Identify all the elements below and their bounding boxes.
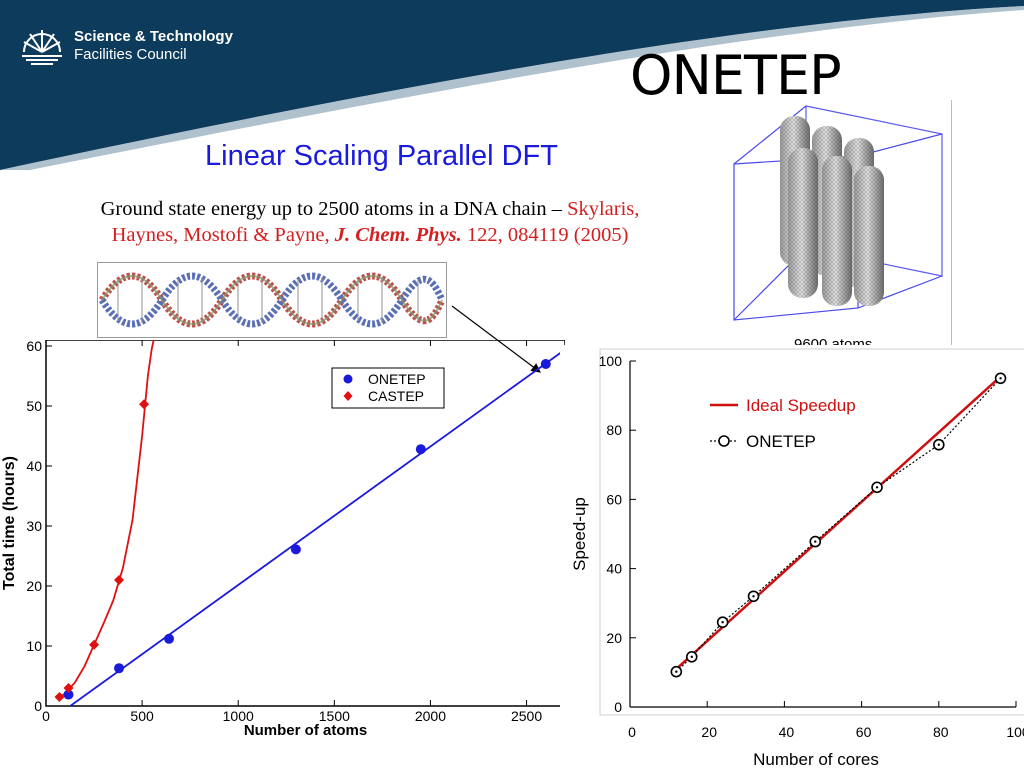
- y-tick-label: 80: [606, 422, 622, 438]
- x-tick-label: 2000: [415, 708, 446, 724]
- x-tick-label: 40: [779, 724, 795, 740]
- dna-helix-icon: [99, 272, 446, 328]
- y-tick-label: 0: [614, 699, 622, 715]
- x-axis-title: Number of cores: [753, 750, 879, 768]
- onetep-point: [415, 444, 426, 455]
- reference-authors-b: Haynes, Mostofi & Payne,: [111, 224, 335, 246]
- castep-point: [114, 575, 125, 585]
- x-tick-label: 1000: [223, 708, 254, 724]
- ideal-speedup-line: [675, 375, 1002, 670]
- onetep-speedup-point-center: [675, 670, 678, 673]
- x-tick-label: 20: [701, 724, 717, 740]
- onetep-speedup-point-center: [721, 621, 724, 624]
- onetep-fit-line: [68, 348, 565, 706]
- plot-area: [54, 340, 565, 706]
- onetep-point: [290, 544, 301, 555]
- dna-chain-image: [97, 262, 447, 338]
- legend-label-ideal: Ideal Speedup: [746, 396, 856, 415]
- plot-frame: [45, 340, 565, 707]
- y-tick-label: 20: [606, 630, 622, 646]
- slide-title: ONETEP: [630, 44, 842, 107]
- legend-marker-onetep: [343, 374, 353, 384]
- y-tick-label: 100: [599, 353, 623, 369]
- legend-label-onetep: ONETEP: [746, 432, 816, 451]
- x-tick-label: 60: [856, 724, 872, 740]
- y-tick-label: 0: [34, 698, 42, 714]
- onetep-speedup-point-center: [875, 486, 879, 489]
- onetep-speedup-point-center: [999, 377, 1002, 380]
- y-tick-label: 40: [606, 561, 622, 577]
- castep-point: [139, 399, 150, 410]
- logo-line1: Science & Technology: [74, 28, 233, 45]
- legend-label-onetep: ONETEP: [368, 371, 426, 387]
- header-band: [0, 0, 1024, 170]
- onetep-point: [540, 359, 551, 369]
- sun-rays-icon: [22, 30, 62, 65]
- x-tick-label: 80: [933, 724, 949, 740]
- reference-journal: J. Chem. Phys.: [334, 224, 462, 246]
- onetep-speedup-line: [675, 377, 1001, 673]
- x-axis-title: Number of atoms: [244, 722, 367, 739]
- x-tick-label: 100: [1006, 724, 1024, 740]
- castep-point: [89, 639, 100, 650]
- x-tick-label: 500: [130, 708, 154, 724]
- castep-point: [54, 692, 65, 702]
- logo-line2: Facilities Council: [74, 46, 187, 63]
- nanotube-cube-image: [733, 105, 943, 321]
- y-tick-label: 60: [26, 340, 42, 354]
- chart-speedup-vs-cores: 0 20 40 60 80 100 0 20 40 60 80 100 Number of cores S…: [560, 345, 1024, 768]
- y-tick-label: 60: [606, 491, 622, 507]
- onetep-point: [164, 633, 175, 644]
- image-divider: [951, 100, 952, 355]
- onetep-point: [114, 663, 125, 674]
- y-tick-label: 40: [26, 458, 42, 474]
- y-tick-label: 20: [26, 578, 42, 594]
- slide-subtitle: Linear Scaling Parallel DFT: [205, 140, 558, 172]
- legend-box: [331, 367, 445, 409]
- chart-time-vs-atoms: 0 500 1000 1500 2000 2500 0 10 20 30 40 50 60 Number …: [1, 340, 565, 739]
- y-tick-label: 30: [26, 518, 42, 534]
- x-tick-label: 1500: [319, 708, 350, 724]
- legend-label-castep: CASTEP: [368, 388, 424, 404]
- nanotube-bundle: [780, 116, 884, 306]
- y-axis-title: Total time (hours): [1, 456, 18, 590]
- onetep-speedup-point-center: [814, 540, 817, 543]
- chart-border: [599, 348, 1024, 716]
- x-tick-label: 0: [42, 708, 50, 724]
- reference-authors-a: Skylaris,: [567, 198, 640, 220]
- onetep-speedup-point-center: [937, 443, 940, 446]
- reference-text: Ground state energy up to 2500 atoms in …: [10, 196, 730, 248]
- castep-point: [63, 683, 74, 693]
- reference-citation: 122, 084119 (2005): [461, 224, 629, 246]
- onetep-point: [63, 689, 74, 700]
- legend-marker-castep: [343, 391, 353, 401]
- legend-marker-onetep: [718, 435, 730, 447]
- castep-fit-curve: [57, 340, 155, 700]
- x-tick-label: 2500: [511, 708, 542, 724]
- onetep-speedup-point-center: [752, 595, 755, 598]
- y-tick-label: 50: [26, 398, 42, 414]
- chart-background: [560, 345, 1024, 768]
- x-tick-label: 0: [628, 724, 636, 740]
- reference-lead: Ground state energy up to 2500 atoms in …: [100, 198, 568, 220]
- logo: Science & Technology Facilities Council: [18, 22, 233, 70]
- y-tick-label: 10: [26, 638, 42, 654]
- onetep-speedup-point-center: [690, 655, 693, 659]
- y-axis-title: Speed-up: [570, 497, 589, 571]
